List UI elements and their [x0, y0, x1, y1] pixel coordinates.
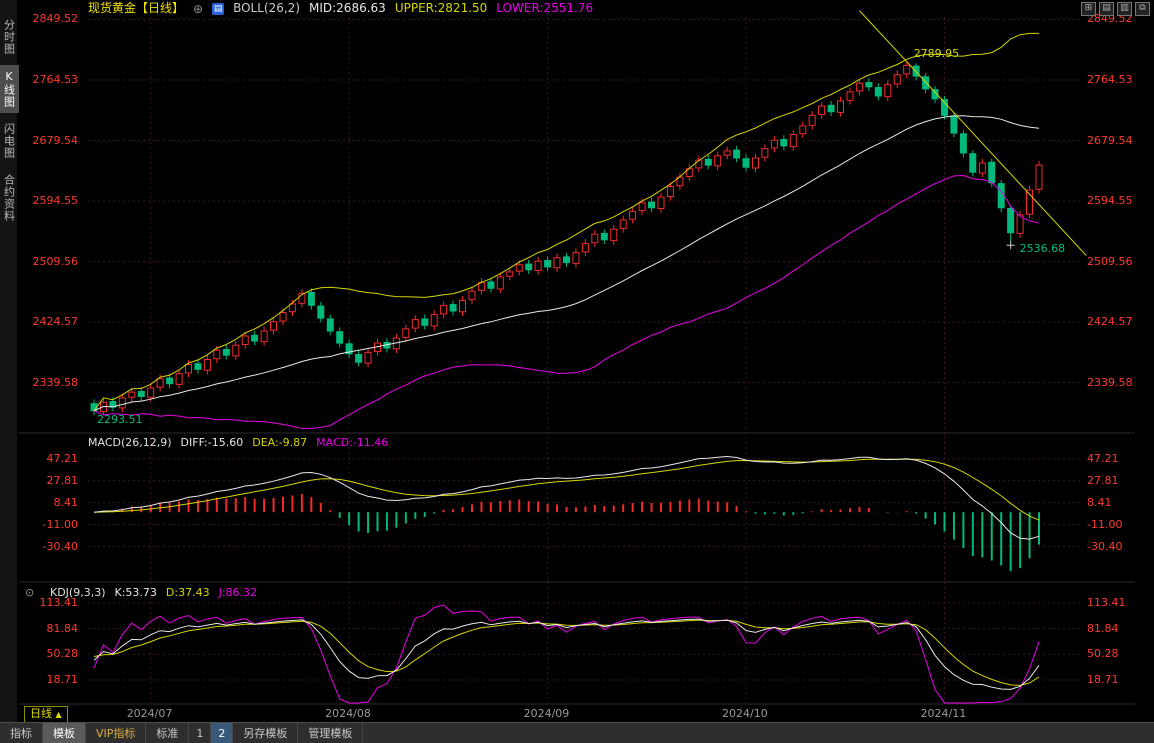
kdj-j-value: J:86.32: [218, 586, 258, 599]
boll-params-label: BOLL(26,2): [233, 1, 300, 15]
macd-dea-value: DEA:-9.87: [252, 436, 308, 449]
toolbar-vip-indicators-button[interactable]: VIP指标: [86, 723, 147, 743]
chart-header: 现货黄金【日线】 ⊕ ▤ BOLL(26,2) MID:2686.63 UPPE…: [88, 2, 593, 15]
boll-upper-value: UPPER:2821.50: [394, 1, 488, 15]
sidebar-tab-timeline[interactable]: 分时图: [2, 19, 16, 55]
toolbar-save-template-button[interactable]: 另存模板: [233, 723, 299, 743]
macd-diff-value: DIFF:-15.60: [180, 436, 244, 449]
boll-lower-value: LOWER:2551.76: [496, 1, 594, 15]
toolbar-manage-template-button[interactable]: 管理模板: [298, 723, 364, 743]
toolbar-template-button[interactable]: 模板: [43, 723, 86, 743]
kdj-params-label: KDJ(9,3,3): [50, 586, 106, 599]
window-layout-icons: ⊞ ▤ ▥ ⧉: [1081, 2, 1150, 16]
period-label: 日线: [30, 707, 52, 720]
boll-mid-value: MID:2686.63: [309, 1, 386, 15]
macd-params-label: MACD(26,12,9): [88, 436, 172, 449]
sidebar-tab-lightning[interactable]: 闪电图: [2, 123, 16, 159]
bottom-toolbar: 指标 模板 VIP指标 标准 1 2 另存模板 管理模板: [0, 722, 1154, 743]
kdj-k-value: K:53.73: [114, 586, 157, 599]
layout-split-icon[interactable]: ▥: [1117, 2, 1132, 16]
boll-indicator-icon[interactable]: ▤: [212, 2, 225, 15]
kdj-header: KDJ(9,3,3) K:53.73 D:37.43 J:86.32: [50, 586, 257, 599]
chart-type-sidebar: 分时图 K线图 闪电图 合约资料: [0, 0, 19, 736]
add-indicator-icon[interactable]: ⊕: [193, 1, 204, 16]
kdj-settings-icon[interactable]: ⊙: [25, 586, 35, 599]
toolbar-layout-2-button[interactable]: 2: [211, 723, 234, 743]
sidebar-tab-contract-info[interactable]: 合约资料: [2, 174, 16, 222]
layout-grid-icon[interactable]: ⊞: [1081, 2, 1096, 16]
layout-expand-icon[interactable]: ⧉: [1135, 2, 1150, 16]
toolbar-indicators-button[interactable]: 指标: [0, 723, 43, 743]
toolbar-layout-1-button[interactable]: 1: [189, 723, 212, 743]
sidebar-tab-kline[interactable]: K线图: [0, 65, 19, 113]
symbol-title: 现货黄金【日线】: [88, 1, 185, 15]
macd-bar-value: MACD:-11.46: [316, 436, 389, 449]
kdj-d-value: D:37.43: [165, 586, 210, 599]
layout-single-icon[interactable]: ▤: [1099, 2, 1114, 16]
macd-header: MACD(26,12,9) DIFF:-15.60 DEA:-9.87 MACD…: [88, 436, 388, 449]
period-arrow-icon: ▲: [55, 710, 62, 719]
toolbar-standard-button[interactable]: 标准: [146, 723, 190, 743]
period-selector[interactable]: 日线 ▲: [24, 706, 68, 723]
